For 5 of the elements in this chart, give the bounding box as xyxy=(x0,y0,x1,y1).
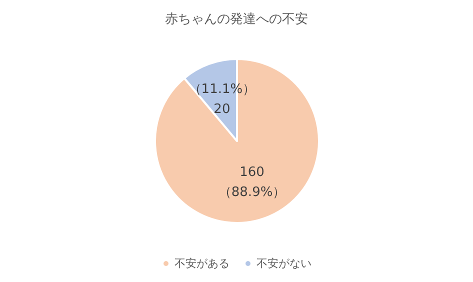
legend-label: 不安がある xyxy=(174,257,230,270)
legend-label: 不安がない xyxy=(256,257,312,270)
data-label: （11.1%） 20 xyxy=(188,82,256,118)
chart-title: 赤ちゃんの発達への不安 xyxy=(165,11,308,27)
data-label: 160 （88.9%） xyxy=(218,164,286,200)
